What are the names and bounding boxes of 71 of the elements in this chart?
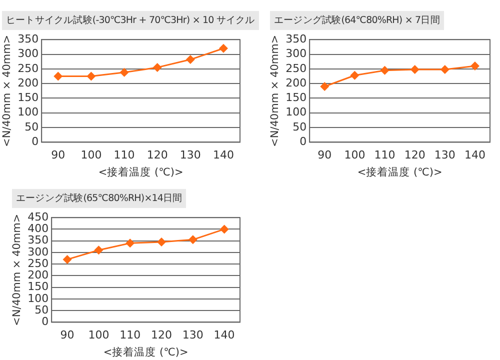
y-tick-label: 300 <box>28 245 49 258</box>
point <box>186 55 195 64</box>
chart-title: エージング試験(64℃80%RH) × 7日間 <box>270 11 444 30</box>
point <box>62 254 72 264</box>
y-tick-label: 350 <box>286 32 307 46</box>
point <box>152 62 162 72</box>
y-tick-label: 150 <box>286 91 307 104</box>
x-tick-label: 120 <box>151 328 172 342</box>
x-tick-label: 110 <box>374 148 396 162</box>
x-axis-title: <接着温度 (℃)> <box>103 345 188 358</box>
y-tick-label: 50 <box>292 120 307 134</box>
point <box>220 224 229 234</box>
point <box>440 65 450 74</box>
y-tick-label: 50 <box>24 120 39 134</box>
y-tick-label: 400 <box>28 222 49 236</box>
point <box>470 61 480 70</box>
x-axis-title: <接着温度 (℃)> <box>357 165 442 178</box>
x-tick-label: 110 <box>114 148 135 162</box>
y-tick-label: 350 <box>18 32 39 46</box>
chart-title: エージング試験(65℃80%RH)×14日間 <box>12 189 186 208</box>
x-tick-label: 130 <box>180 148 201 162</box>
point <box>350 70 360 80</box>
y-tick-label: 200 <box>18 76 39 90</box>
x-tick-label: 120 <box>404 148 426 162</box>
point <box>320 82 330 92</box>
x-tick-label: 110 <box>120 328 141 342</box>
point <box>86 72 96 81</box>
y-tick-label: 250 <box>18 62 39 75</box>
point <box>188 235 198 244</box>
point <box>380 66 390 75</box>
y-tick-label: 100 <box>18 106 39 119</box>
point <box>410 65 420 74</box>
x-tick-label: 120 <box>146 148 168 162</box>
y-tick-label: 0 <box>300 135 307 148</box>
chart-title: ヒートサイクル試験(-30℃3Hr + 70℃3Hr) × 10 サイクル <box>2 11 259 30</box>
y-tick-label: 300 <box>18 47 39 60</box>
y-tick-label: 100 <box>28 292 49 305</box>
y-tick-label: 50 <box>34 303 49 316</box>
x-tick-label: 140 <box>464 148 486 162</box>
x-tick-label: 90 <box>51 148 66 162</box>
y-axis-title: <N/40mm × 40mm> <box>269 34 282 147</box>
y-tick-label: 0 <box>32 135 39 148</box>
y-tick-label: 450 <box>28 210 49 224</box>
point <box>120 68 129 77</box>
y-tick-label: 0 <box>42 315 49 328</box>
y-tick-label: 200 <box>28 268 49 282</box>
y-tick-label: 100 <box>286 106 307 119</box>
y-tick-label: 250 <box>28 256 49 270</box>
y-tick-label: 300 <box>286 47 307 60</box>
x-axis-title: <接着温度 (℃)> <box>98 165 184 178</box>
y-tick-label: 250 <box>286 62 307 75</box>
x-tick-label: 140 <box>212 148 234 162</box>
x-tick-label: 100 <box>88 328 110 342</box>
point <box>54 72 63 81</box>
x-tick-label: 100 <box>344 148 366 162</box>
point <box>157 238 166 247</box>
x-tick-label: 90 <box>318 148 332 162</box>
x-tick-label: 130 <box>182 328 204 342</box>
y-axis-title: <N/40mm × 40mm> <box>11 214 24 326</box>
point <box>126 238 135 248</box>
point <box>94 246 104 255</box>
x-tick-label: 90 <box>60 328 74 342</box>
x-tick-label: 140 <box>214 328 235 342</box>
y-tick-label: 150 <box>18 91 39 104</box>
point <box>218 44 228 53</box>
y-axis-title: <N/40mm × 40mm> <box>1 34 14 147</box>
y-tick-label: 200 <box>286 76 307 90</box>
x-tick-label: 130 <box>434 148 456 162</box>
y-tick-label: 150 <box>28 280 49 294</box>
x-tick-label: 100 <box>80 148 102 162</box>
y-tick-label: 350 <box>28 234 49 247</box>
